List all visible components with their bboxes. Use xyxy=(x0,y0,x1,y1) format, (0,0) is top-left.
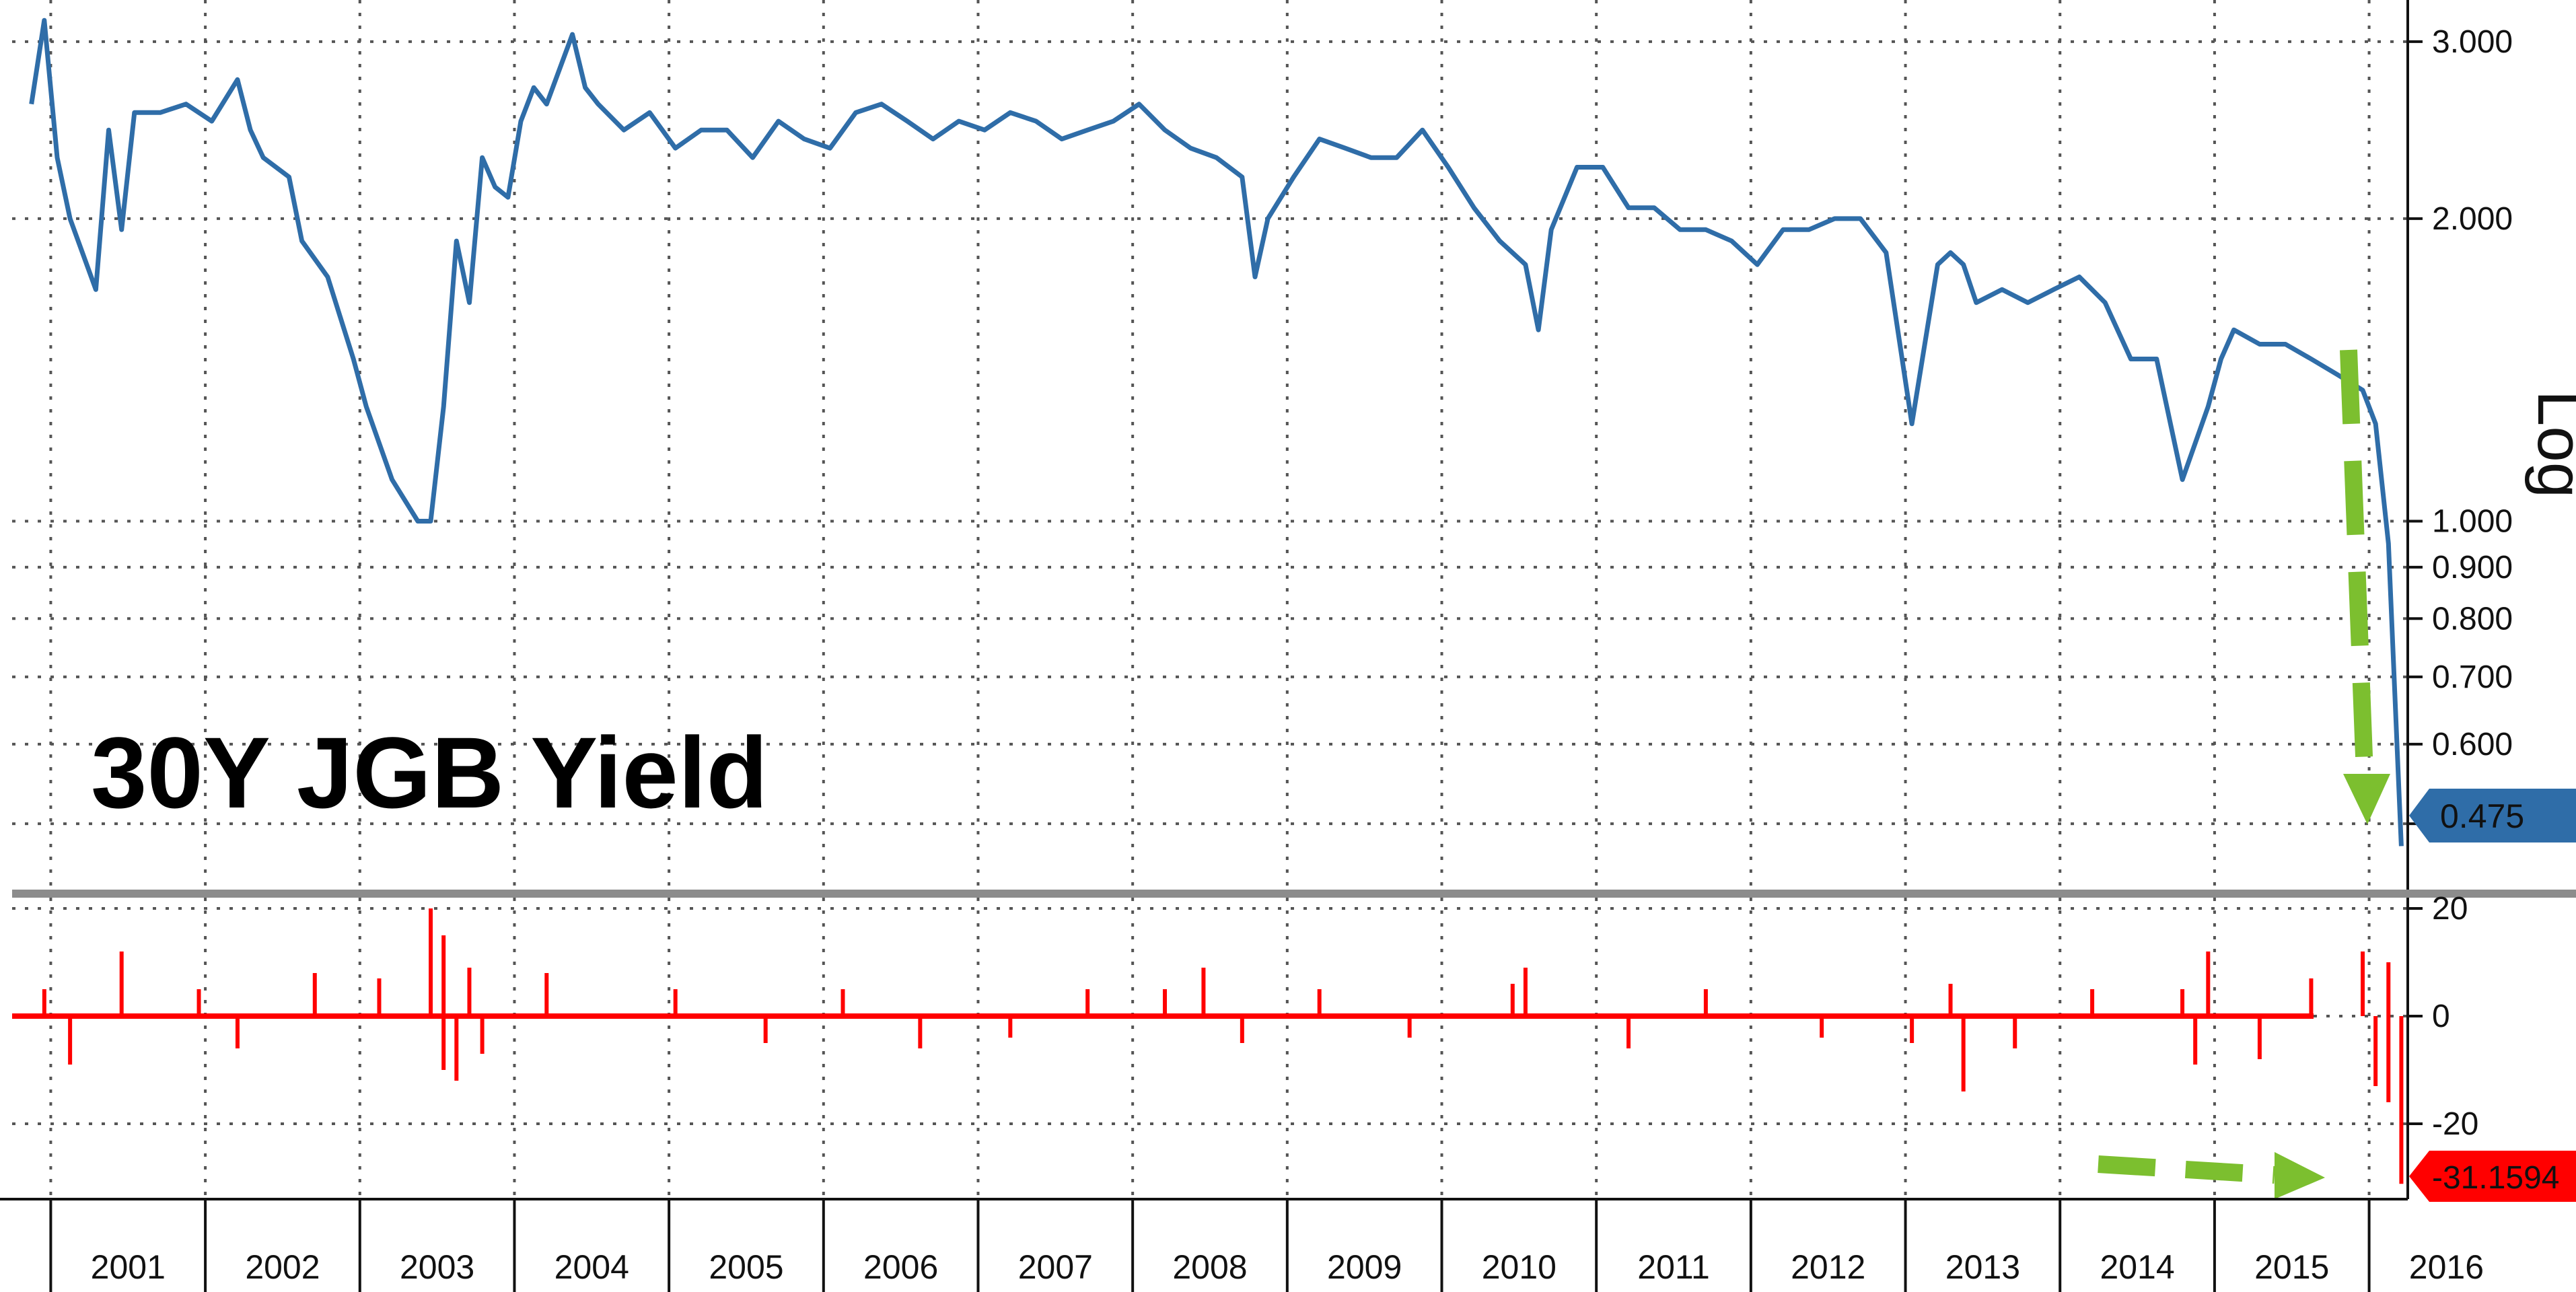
bottom-y-tick-label: -20 xyxy=(2432,1106,2478,1142)
x-axis: 2001 2002 2003 2004 2005 2006 2007 2008 2009 2010… xyxy=(0,1198,2484,1292)
x-tick-label: 2002 xyxy=(245,1248,320,1286)
x-tick-label: 2008 xyxy=(1172,1248,1247,1286)
yield-series-line xyxy=(29,17,2404,847)
top-panel-gridlines xyxy=(12,0,2408,890)
top-y-tick-label: 0.600 xyxy=(2432,727,2513,762)
x-tick-label: 2005 xyxy=(709,1248,783,1286)
yield-last-value-text: 0.475 xyxy=(2440,797,2524,835)
bottom-y-axis: 20 0 -20 xyxy=(2406,891,2478,1199)
x-tick-label: 2015 xyxy=(2254,1248,2329,1286)
x-tick-label: 2007 xyxy=(1018,1248,1093,1286)
down-arrow-annotation xyxy=(2340,349,2390,824)
x-tick-label: 2011 xyxy=(1637,1248,1710,1286)
change-last-value-text: -31.1594 xyxy=(2432,1160,2560,1196)
x-tick-label: 2003 xyxy=(400,1248,474,1286)
x-tick-label: 2010 xyxy=(1482,1248,1557,1286)
top-y-tick-label: 2.000 xyxy=(2432,201,2513,237)
change-last-value-tag-bg xyxy=(2409,1151,2576,1202)
top-y-tick-label: 0.800 xyxy=(2432,601,2513,637)
top-y-tick-label: 1.000 xyxy=(2432,504,2513,540)
top-y-tick-label: 0.900 xyxy=(2432,550,2513,585)
bottom-y-tick-label: 20 xyxy=(2432,891,2468,927)
x-tick-label: 2012 xyxy=(1791,1248,1865,1286)
bottom-panel-gridlines xyxy=(12,898,2408,1199)
x-tick-label: 2006 xyxy=(863,1248,938,1286)
x-tick-label: 2016 xyxy=(2409,1248,2484,1286)
top-y-tick-label: 0.700 xyxy=(2432,659,2513,695)
y-axis-log-label: Log xyxy=(2524,390,2576,498)
x-tick-label: 2014 xyxy=(2100,1248,2174,1286)
daily-change-bars xyxy=(12,908,2404,1184)
yield-last-value-tag: 0.475 xyxy=(2409,789,2576,842)
bottom-y-tick-label: 0 xyxy=(2432,999,2450,1034)
right-arrow-annotation xyxy=(2098,1152,2325,1199)
top-y-tick-label: 3.000 xyxy=(2432,24,2513,60)
chart-title: 30Y JGB Yield xyxy=(91,716,768,829)
yield-last-value-tag-bg xyxy=(2409,789,2576,842)
change-last-value-tag: -31.1594 xyxy=(2409,1151,2576,1202)
x-tick-label: 2001 xyxy=(91,1248,166,1286)
x-tick-label: 2004 xyxy=(554,1248,629,1286)
x-tick-label: 2013 xyxy=(1945,1248,2020,1286)
panel-separator xyxy=(12,890,2576,898)
x-tick-label: 2009 xyxy=(1327,1248,1402,1286)
